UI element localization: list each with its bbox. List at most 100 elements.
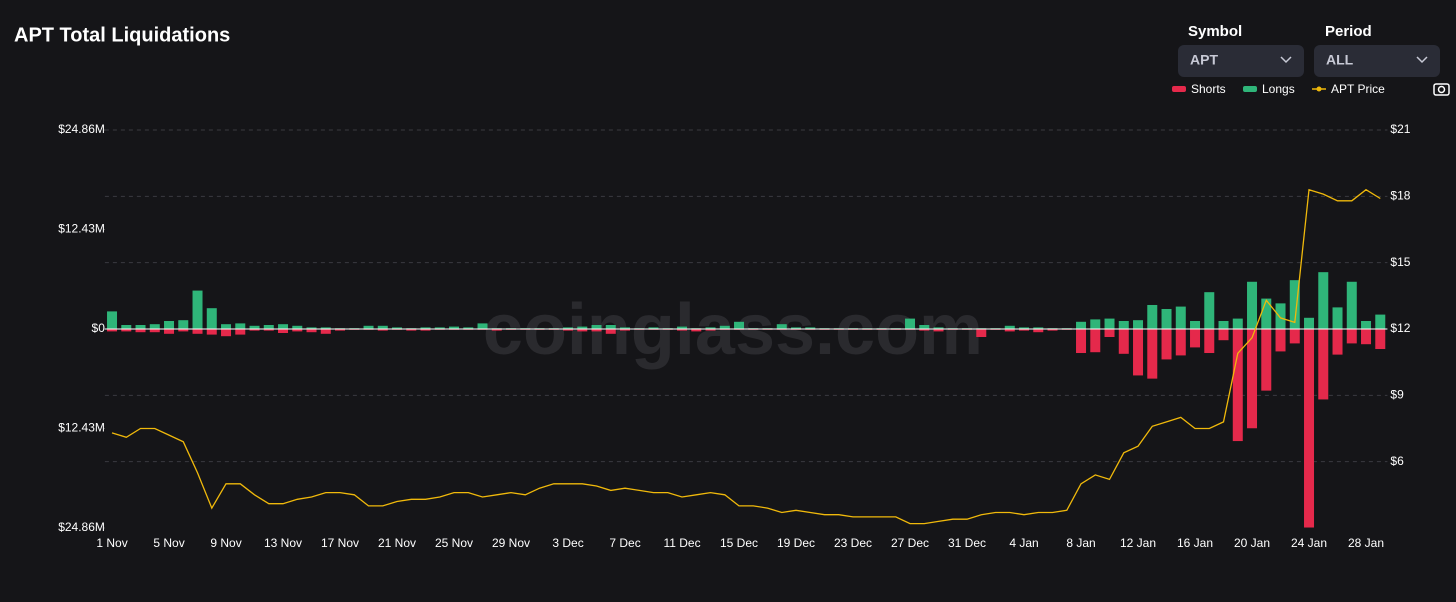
camera-body [1433, 83, 1450, 96]
bar [1175, 306, 1186, 329]
x-tick-label: 11 Dec [663, 536, 700, 550]
bar [691, 329, 702, 332]
bar [591, 329, 602, 332]
chevron [1416, 56, 1428, 64]
bar [677, 326, 688, 329]
bar [1133, 329, 1144, 376]
bar [306, 327, 317, 329]
bar [192, 329, 203, 334]
bar [1190, 329, 1201, 348]
x-tick-label: 8 Jan [1066, 536, 1095, 550]
bar [278, 324, 289, 329]
bar [221, 329, 232, 337]
x-tick-label: 29 Nov [492, 536, 530, 550]
dropdown-box [1178, 45, 1304, 77]
bar [1261, 298, 1272, 329]
bar [1161, 308, 1172, 329]
bar [563, 327, 574, 329]
watermark: coinglass.com [483, 290, 983, 370]
bar [1218, 329, 1229, 341]
bar [577, 329, 588, 332]
bar [306, 329, 317, 333]
bar [491, 329, 502, 331]
bar [463, 327, 474, 329]
bar [1361, 320, 1372, 329]
y2-tick-label: $21 [1390, 122, 1410, 136]
bar [121, 329, 132, 332]
bar [1076, 329, 1087, 354]
bar [605, 329, 616, 334]
bar [1247, 281, 1258, 329]
bar [1019, 327, 1030, 329]
y2-tick-label: $18 [1390, 189, 1410, 203]
bar [1375, 314, 1386, 329]
x-tick-label: 4 Jan [1009, 536, 1038, 550]
bar [1346, 329, 1357, 344]
period-label: Period [1325, 23, 1372, 40]
symbol-dropdown[interactable]: APT [1178, 45, 1304, 77]
bar [1033, 329, 1044, 333]
bar [1104, 329, 1115, 338]
bar [107, 329, 118, 332]
bar [1361, 329, 1372, 345]
camera-lens [1437, 85, 1446, 94]
bar [449, 326, 460, 329]
bar [249, 329, 260, 331]
bar [1204, 329, 1215, 354]
bar [1047, 329, 1058, 331]
y-tick-label: $24.86M [58, 520, 105, 534]
bar [1261, 329, 1272, 391]
y2-tick-label: $9 [1390, 388, 1404, 402]
bar [1104, 318, 1115, 329]
symbol-label: Symbol [1188, 23, 1242, 40]
bar [420, 327, 431, 329]
bar [1147, 329, 1158, 379]
bar [434, 327, 445, 329]
bar [1218, 320, 1229, 329]
bar [1346, 281, 1357, 329]
bar [805, 327, 816, 329]
bar [178, 320, 189, 329]
legend-item[interactable]: Shorts [1172, 82, 1226, 96]
legend-label: Longs [1262, 82, 1295, 96]
bar [976, 329, 987, 338]
bar [178, 329, 189, 332]
bar [292, 325, 303, 329]
bar [1375, 329, 1386, 350]
bar [1275, 303, 1286, 329]
legend-item[interactable]: Longs [1243, 82, 1295, 96]
bar [377, 325, 388, 329]
period-dropdown[interactable]: ALL [1314, 45, 1440, 77]
legend-label: APT Price [1331, 82, 1385, 96]
bar [1318, 329, 1329, 400]
bar [320, 327, 331, 329]
legend-item[interactable]: APT Price [1312, 82, 1385, 96]
x-tick-label: 19 Dec [777, 536, 815, 550]
bar [1332, 329, 1343, 355]
bar [149, 324, 160, 329]
bar [1289, 329, 1300, 344]
bar [107, 311, 118, 329]
bar [719, 325, 730, 329]
page-title: APT Total Liquidations [14, 24, 230, 46]
bar [705, 329, 716, 331]
bar [1133, 320, 1144, 329]
bar [919, 324, 930, 329]
bar [1118, 329, 1129, 354]
legend-swatch-dot [1316, 86, 1322, 92]
x-tick-label: 3 Dec [552, 536, 583, 550]
bar [776, 324, 787, 329]
legend-swatch [1243, 86, 1257, 92]
bar [563, 329, 574, 331]
bar [235, 329, 246, 335]
x-tick-label: 1 Nov [96, 536, 127, 550]
bar [791, 327, 802, 329]
bar [320, 329, 331, 334]
bar [919, 329, 930, 331]
x-tick-label: 23 Dec [834, 536, 872, 550]
bar [121, 324, 132, 329]
price-line [111, 188, 1381, 525]
camera-icon[interactable] [1433, 83, 1450, 96]
x-tick-label: 12 Jan [1120, 536, 1156, 550]
bar [192, 290, 203, 329]
